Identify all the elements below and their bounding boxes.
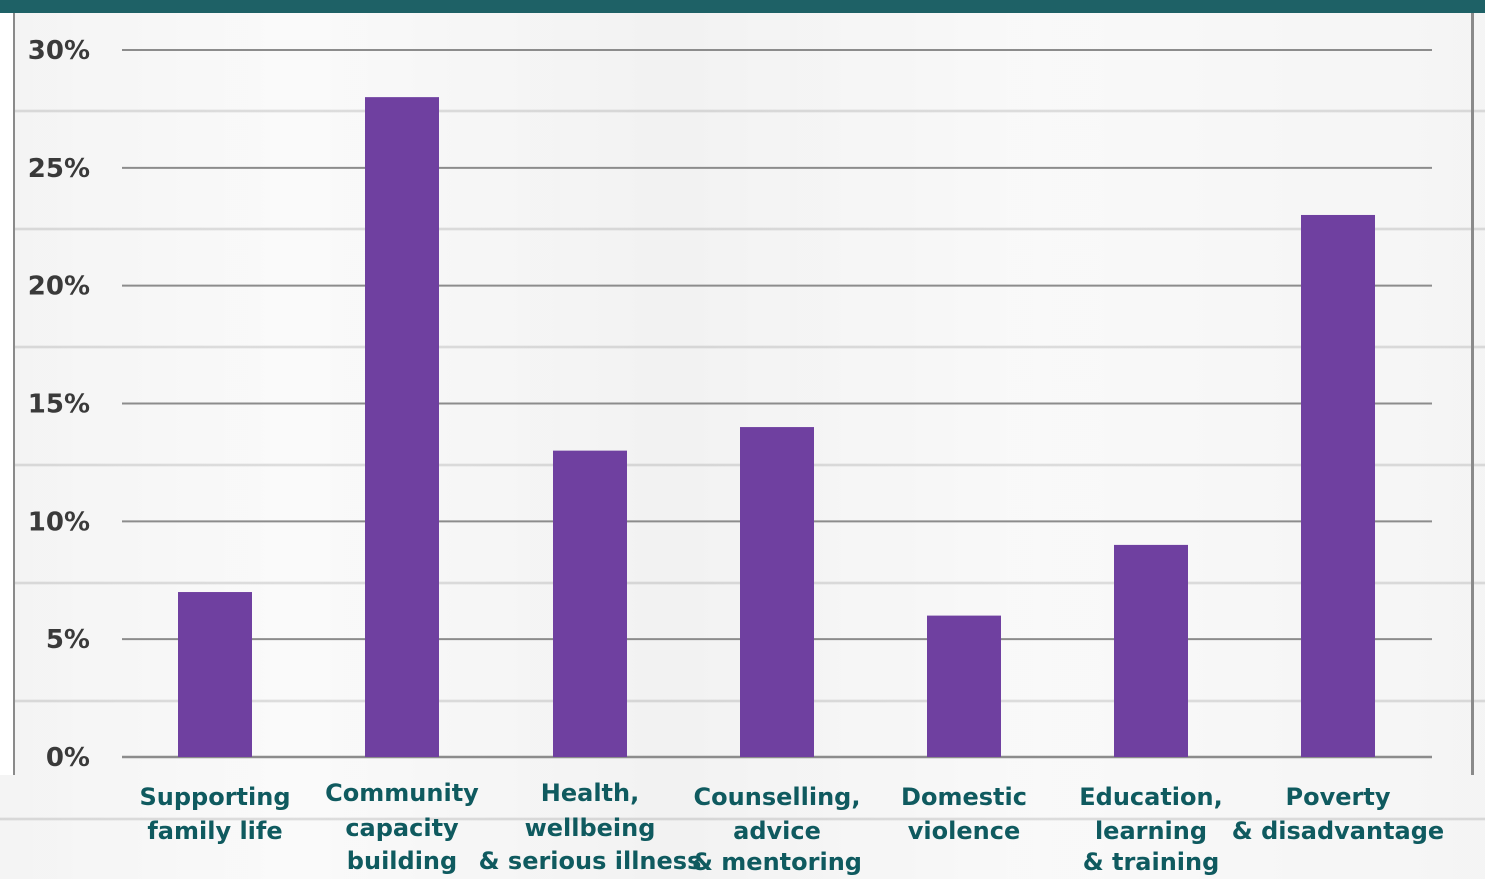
right-panel-edge [1471, 13, 1474, 775]
y-tick-label: 5% [46, 625, 90, 655]
left-panel-edge [0, 13, 15, 775]
bar [1114, 544, 1188, 757]
x-tick-label: Supporting family life [139, 783, 290, 845]
bar [927, 615, 1001, 757]
bar [740, 427, 814, 757]
x-tick-label: Education, learning & training [1079, 783, 1222, 876]
y-tick-label: 0% [46, 743, 90, 773]
bar [365, 97, 439, 758]
y-axis-ticks: 0% 5% 10% 15% 20% 25% 30% [28, 36, 90, 773]
y-tick-label: 10% [28, 507, 90, 537]
y-tick-label: 30% [28, 36, 90, 66]
y-tick-label: 15% [28, 390, 90, 420]
x-tick-label: Counselling, advice & mentoring [692, 783, 862, 876]
bars [178, 97, 1375, 758]
bar [1301, 214, 1375, 757]
y-tick-label: 20% [28, 272, 90, 302]
x-tick-label: Health, wellbeing & serious illness [479, 779, 702, 875]
x-tick-label: Domestic violence [901, 783, 1027, 845]
y-tick-label: 25% [28, 154, 90, 184]
x-tick-label: Poverty & disadvantage [1232, 783, 1444, 845]
x-axis-ticks: Supporting family life Community capacity bu… [139, 779, 1444, 876]
bar [553, 450, 627, 757]
top-band [0, 0, 1485, 13]
x-tick-label: Community capacity building [325, 779, 479, 875]
bar [178, 592, 252, 757]
